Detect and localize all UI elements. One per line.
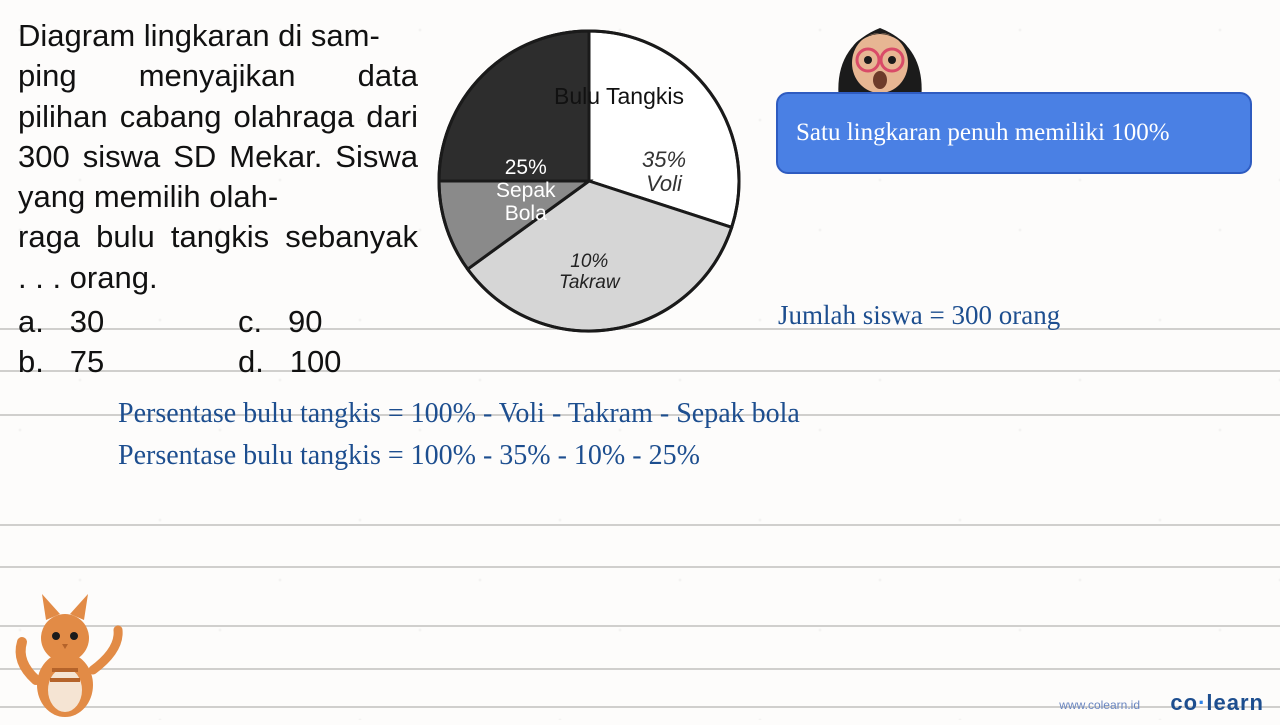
answer-options: a. 30 c. 90 b. 75 d. 100 xyxy=(18,302,418,383)
work-line-1: Persentase bulu tangkis = 100% - Voli - … xyxy=(118,398,800,430)
pie-label-takraw: 10%Takraw xyxy=(559,252,620,294)
ruled-line xyxy=(0,566,1280,568)
pie-label-bulutangkis: Bulu Tangkis xyxy=(554,84,684,109)
pie-chart: Bulu Tangkis 35%Voli 25%SepakBola 10%Tak… xyxy=(434,26,744,336)
answer-a: a. 30 xyxy=(18,302,238,342)
question-text: Diagram lingkaran di sam-ping menyajikan… xyxy=(18,16,418,383)
brand-logo: co·learn xyxy=(1170,690,1264,716)
work-line-2: Persentase bulu tangkis = 100% - 35% - 1… xyxy=(118,440,700,472)
brand-logo-pre: co xyxy=(1170,690,1198,715)
ruled-line xyxy=(0,625,1280,627)
note-jumlah: Jumlah siswa = 300 orang xyxy=(778,300,1060,331)
callout-box: Satu lingkaran penuh memiliki 100% xyxy=(776,92,1252,174)
pie-label-voli: 35%Voli xyxy=(642,148,686,196)
answer-c: c. 90 xyxy=(238,302,322,342)
answer-b: b. 75 xyxy=(18,342,238,382)
cat-character xyxy=(10,570,130,720)
pie-label-sepakbola: 25%SepakBola xyxy=(496,156,556,225)
brand-url: www.colearn.id xyxy=(1059,698,1140,712)
ruled-line xyxy=(0,524,1280,526)
callout-text: Satu lingkaran penuh memiliki 100% xyxy=(796,119,1170,147)
question-body: Diagram lingkaran di sam-ping menyajikan… xyxy=(18,16,418,298)
brand-logo-post: learn xyxy=(1206,690,1264,715)
answer-d: d. 100 xyxy=(238,342,341,382)
ruled-line xyxy=(0,668,1280,670)
